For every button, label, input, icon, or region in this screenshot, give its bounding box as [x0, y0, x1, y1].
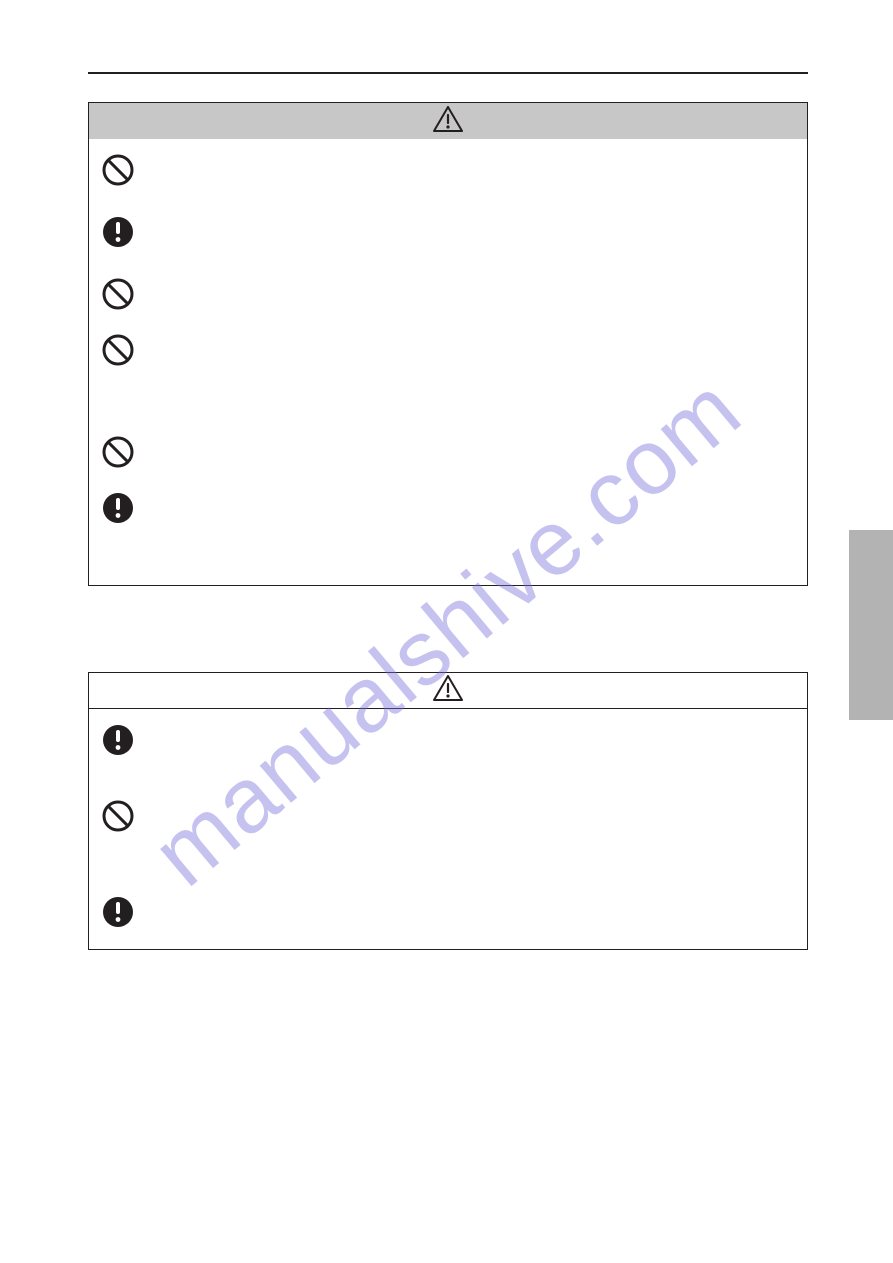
prohibit-icon [101, 799, 135, 833]
mandatory-icon [101, 895, 135, 929]
warning-header-grey [89, 103, 807, 139]
mandatory-icon [101, 723, 135, 757]
mandatory-icon [101, 215, 135, 249]
side-tab [849, 530, 893, 720]
prohibit-icon [101, 333, 135, 367]
prohibit-icon [101, 435, 135, 469]
header-rule [88, 72, 808, 74]
mandatory-icon [101, 491, 135, 525]
warning-triangle-icon [433, 675, 463, 706]
warning-box-top [88, 102, 808, 586]
warning-header-plain [89, 673, 807, 709]
warning-box-bottom [88, 672, 808, 950]
page-content [88, 72, 808, 950]
prohibit-icon [101, 153, 135, 187]
warning-triangle-icon [433, 106, 463, 137]
prohibit-icon [101, 277, 135, 311]
